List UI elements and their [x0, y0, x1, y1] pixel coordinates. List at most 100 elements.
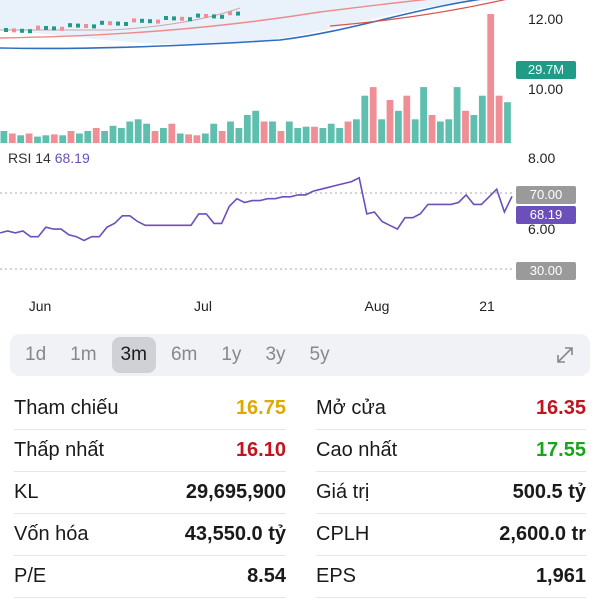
- volume-bar: [59, 135, 67, 143]
- volume-bar: [420, 87, 427, 143]
- expand-icon[interactable]: [554, 344, 576, 366]
- stat-value: 1,961: [535, 565, 586, 587]
- price-candle: [60, 26, 64, 31]
- volume-bar: [302, 126, 310, 143]
- volume-bar: [42, 135, 50, 143]
- price-candle: [228, 11, 232, 16]
- stat-value: 16.75: [235, 397, 286, 419]
- volume-bar: [353, 119, 360, 143]
- price-candle: [116, 21, 120, 26]
- volume-bar: [50, 134, 58, 143]
- volume-bar: [395, 110, 402, 144]
- moving-average-line: [0, 0, 481, 50]
- rsi-value-tag: 68.19: [516, 206, 576, 224]
- x-axis-label: 21: [479, 298, 495, 314]
- stock-chart[interactable]: RSI 14 68.19 12.00 10.00 8.00 6.00 29.7M…: [0, 0, 600, 325]
- volume-bar: [437, 121, 444, 143]
- stat-low-price: Thấp nhất 16.10: [14, 430, 286, 472]
- price-candle: [4, 28, 8, 32]
- stat-row: Vốn hóa 43,550.0 tỷ CPLH 2,600.0 tr: [0, 514, 600, 556]
- price-candle: [44, 26, 48, 30]
- stat-row: Tham chiếu 16.75 Mở cửa 16.35: [0, 388, 600, 430]
- price-candle: [124, 22, 128, 26]
- price-candle: [52, 26, 56, 31]
- volume-bar: [185, 134, 192, 143]
- stat-label: Tham chiếu: [14, 397, 119, 419]
- stat-label: KL: [14, 481, 39, 503]
- stat-label: Thấp nhất: [14, 439, 105, 461]
- range-tab-6m[interactable]: 6m: [170, 344, 198, 365]
- range-tab-1d[interactable]: 1d: [25, 344, 47, 365]
- volume-bar: [126, 121, 134, 143]
- range-tab-3m[interactable]: 3m: [111, 337, 156, 373]
- volume-bar: [445, 119, 453, 143]
- range-tab-1y[interactable]: 1y: [221, 344, 242, 365]
- stat-label: EPS: [316, 565, 357, 587]
- stat-row: KL 29,695,900 Giá trị 500.5 tỷ: [0, 472, 600, 514]
- price-axis-label: 12.00: [528, 11, 564, 27]
- moving-average-line: [0, 0, 428, 39]
- volume-bar: [235, 128, 243, 143]
- volume-bar: [453, 87, 461, 143]
- chart-canvas[interactable]: [0, 0, 600, 325]
- volume-bar: [487, 14, 495, 143]
- price-candle: [148, 19, 152, 24]
- price-candle: [84, 24, 88, 28]
- price-axis-label: 10.00: [528, 81, 564, 97]
- volume-bar: [109, 125, 117, 143]
- volume-bar: [17, 135, 25, 143]
- price-candle: [20, 28, 24, 33]
- stat-row: P/E 8.54 EPS 1,961: [0, 556, 600, 598]
- volume-bar: [378, 119, 385, 143]
- stat-row: Thấp nhất 16.10 Cao nhất 17.55: [0, 430, 600, 472]
- volume-bar: [470, 115, 478, 143]
- volume-bar: [210, 123, 218, 144]
- time-range-selector: 1d 1m 3m 6m 1y 3y 5y: [10, 334, 590, 376]
- price-candle: [220, 14, 224, 19]
- rsi-line: [0, 176, 513, 242]
- volume-bar: [227, 121, 234, 143]
- stat-high-price: Cao nhất 17.55: [316, 430, 586, 472]
- range-tab-3y[interactable]: 3y: [265, 344, 286, 365]
- stat-value: 43,550.0 tỷ: [184, 523, 286, 545]
- price-band: [0, 0, 512, 45]
- volume-bar: [369, 87, 377, 143]
- price-candle: [212, 14, 216, 19]
- stat-value: 16.10: [235, 439, 286, 461]
- volume-bar: [478, 95, 486, 143]
- volume-bar: [193, 135, 201, 143]
- price-candle: [180, 16, 184, 21]
- volume-bar: [428, 115, 436, 143]
- price-candle: [164, 16, 168, 20]
- volume-bar: [218, 131, 226, 143]
- rsi-legend: RSI 14 68.19: [8, 150, 90, 166]
- price-candle: [132, 18, 136, 23]
- stat-label: Cao nhất: [316, 439, 398, 461]
- rsi-level-70-tag: 70.00: [516, 186, 576, 204]
- stat-open-price: Mở cửa 16.35: [316, 388, 586, 430]
- price-candle: [172, 16, 176, 21]
- volume-bar: [495, 95, 503, 143]
- volume-bar: [25, 133, 33, 143]
- volume-bar: [403, 95, 411, 143]
- volume-bar: [118, 128, 125, 143]
- stat-label: CPLH: [316, 523, 370, 545]
- stat-value: 8.54: [247, 565, 286, 587]
- range-tab-5y[interactable]: 5y: [309, 344, 330, 365]
- volume-bar: [34, 136, 41, 144]
- volume-bar: [101, 131, 108, 143]
- price-candle: [156, 19, 160, 24]
- price-candle: [188, 17, 192, 22]
- price-candle: [68, 23, 72, 28]
- volume-bar: [160, 128, 167, 143]
- volume-bar: [277, 131, 285, 143]
- stat-eps: EPS 1,961: [316, 556, 586, 598]
- volume-bar: [386, 100, 394, 143]
- stat-label: Vốn hóa: [14, 523, 89, 545]
- volume-bar: [151, 131, 159, 143]
- price-candle: [140, 18, 144, 23]
- price-line: [0, 7, 241, 31]
- volume-bar: [252, 110, 260, 144]
- range-tab-1m[interactable]: 1m: [70, 344, 97, 365]
- stat-value: 29,695,900: [185, 481, 286, 503]
